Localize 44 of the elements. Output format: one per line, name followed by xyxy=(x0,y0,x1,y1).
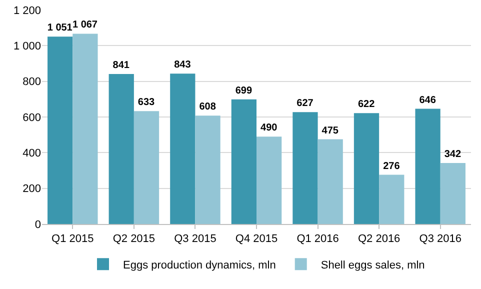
data-label: 1 067 xyxy=(72,20,98,31)
y-tick-label: 600 xyxy=(22,112,41,124)
data-label: 1 051 xyxy=(47,22,73,34)
y-tick-label: 1 000 xyxy=(13,40,41,53)
bar xyxy=(318,139,343,224)
y-tick-label: 1 200 xyxy=(13,4,41,17)
data-label: 622 xyxy=(358,99,376,110)
x-tick-label: Q1 2015 xyxy=(52,233,94,246)
legend-label: Eggs production dynamics, mln xyxy=(123,259,276,272)
data-label: 475 xyxy=(322,125,339,136)
data-label: 699 xyxy=(235,85,252,96)
data-label: 633 xyxy=(138,97,156,108)
bar xyxy=(72,34,98,224)
y-tick-label: 0 xyxy=(34,218,41,231)
x-tick-label: Q4 2015 xyxy=(235,233,278,246)
bar xyxy=(195,116,220,224)
bar xyxy=(256,136,282,224)
bar xyxy=(354,113,380,224)
bar xyxy=(134,111,160,224)
bar xyxy=(415,108,440,224)
data-label: 342 xyxy=(444,149,462,160)
data-label: 627 xyxy=(296,98,314,110)
bar xyxy=(231,99,256,224)
x-tick-label: Q1 2016 xyxy=(296,233,339,246)
bar xyxy=(48,36,73,224)
bar xyxy=(292,112,318,224)
x-tick-label: Q2 2015 xyxy=(112,233,156,246)
y-tick-label: 200 xyxy=(22,183,41,196)
bar xyxy=(440,163,466,224)
data-label: 608 xyxy=(199,102,216,113)
data-label: 490 xyxy=(260,122,278,134)
data-label: 843 xyxy=(174,60,192,71)
bar xyxy=(379,174,404,224)
x-tick-label: Q3 2015 xyxy=(174,233,216,246)
bar xyxy=(108,74,134,224)
data-label: 276 xyxy=(383,160,400,172)
x-tick-label: Q3 2016 xyxy=(419,233,462,246)
y-tick-label: 800 xyxy=(22,76,41,88)
bar xyxy=(170,74,196,224)
y-tick-label: 400 xyxy=(22,148,41,160)
data-label: 646 xyxy=(419,94,436,106)
legend-label: Shell eggs sales, mln xyxy=(320,259,425,272)
data-label: 841 xyxy=(112,60,130,72)
x-tick-label: Q2 2016 xyxy=(358,233,400,246)
